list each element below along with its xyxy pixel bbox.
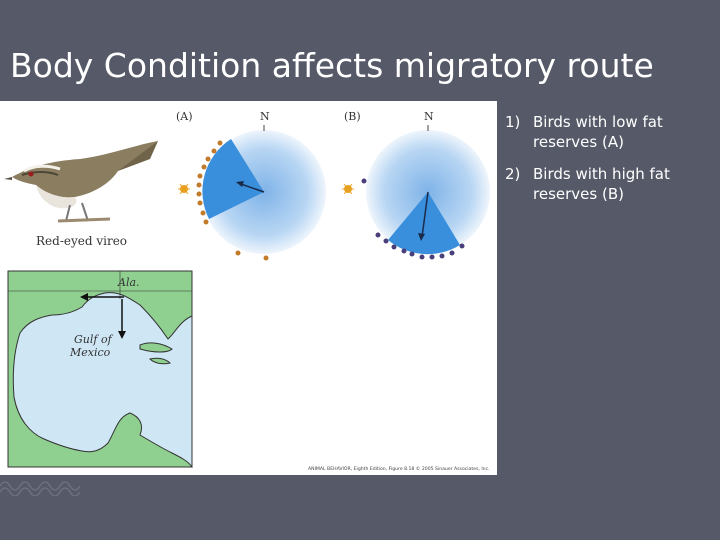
panel-a-north-label: N <box>260 110 270 123</box>
panel-a-label: (A) <box>176 110 193 123</box>
bullet-text-line1: Birds with low fat <box>533 113 663 131</box>
bullet-item-2: 2) Birds with high fat reserves (B) <box>505 164 710 204</box>
bullet-list: 1) Birds with low fat reserves (A) 2) Bi… <box>505 112 710 216</box>
red-eyed-vireo-illustration <box>4 141 158 223</box>
gulf-of-mexico-map <box>7 270 193 468</box>
panel-b-orientation-circle <box>366 125 490 255</box>
panel-a-orientation-circle <box>202 125 326 254</box>
map-label-gulf-line2: Mexico <box>69 346 111 359</box>
slide-title: Body Condition affects migratory route <box>10 46 654 85</box>
panel-a-bird-dots <box>196 140 269 261</box>
panel-b-sun-icon <box>342 183 354 195</box>
bullet-text-line2: reserves (A) <box>533 133 624 151</box>
panel-b-bird-dots <box>361 178 465 260</box>
bullet-text-line1: Birds with high fat <box>533 165 670 183</box>
panel-b-north-label: N <box>424 110 434 123</box>
bullet-number: 1) <box>505 113 521 131</box>
decorative-pattern <box>0 481 80 496</box>
bird-caption: Red-eyed vireo <box>36 234 127 248</box>
figure-credit: ANIMAL BEHAVIOR, Eighth Edition, Figure … <box>308 465 490 472</box>
map-label-alabama: Ala. <box>117 276 140 289</box>
panel-a-sun-icon <box>178 183 190 195</box>
panel-b-mean-vector-arrow <box>421 191 429 238</box>
map-label-gulf-line1: Gulf of <box>74 333 114 346</box>
bullet-item-1: 1) Birds with low fat reserves (A) <box>505 112 710 152</box>
bullet-number: 2) <box>505 165 521 183</box>
migration-figure: Red-eyed vireo (A) N <box>0 101 497 475</box>
panel-a-direction-sector <box>202 139 264 219</box>
bullet-text-line2: reserves (B) <box>533 185 624 203</box>
figure-svg: Red-eyed vireo (A) N <box>4 110 490 472</box>
panel-b-label: (B) <box>344 110 361 123</box>
